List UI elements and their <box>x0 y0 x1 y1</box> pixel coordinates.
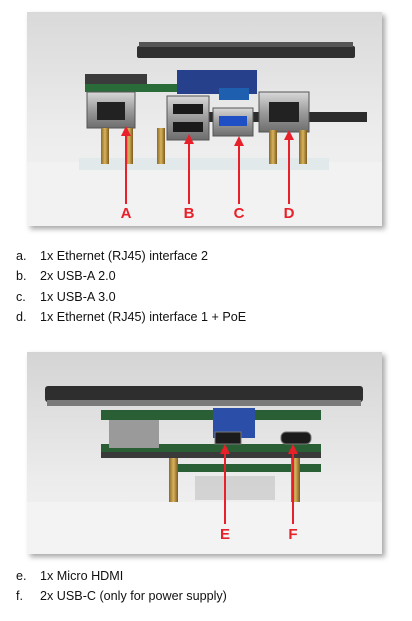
list-marker: c. <box>16 289 26 304</box>
list-item: a. 1x Ethernet (RJ45) interface 2 <box>16 246 246 266</box>
callout-label-d: D <box>284 205 295 222</box>
list-item: f. 2x USB-C (only for power supply) <box>16 586 227 606</box>
board-side-illustration: E F <box>27 352 382 554</box>
list-item: c. 1x USB-A 3.0 <box>16 287 246 307</box>
callout-label-a: A <box>121 205 132 222</box>
list-item: b. 2x USB-A 2.0 <box>16 266 246 286</box>
list-marker: a. <box>16 249 27 263</box>
callout-label-c: C <box>234 205 245 222</box>
callout-label-f: F <box>288 526 297 543</box>
callout-label-e: E <box>220 526 230 543</box>
list-item-text: 1x Ethernet (RJ45) interface 2 <box>40 249 208 263</box>
list-marker: d. <box>16 310 27 325</box>
list-item: d. 1x Ethernet (RJ45) interface 1 + PoE <box>16 307 246 327</box>
board-front-photo: A B C D <box>27 12 382 226</box>
board-front-illustration: A B C D <box>27 12 382 226</box>
list-marker: e. <box>16 569 27 583</box>
side-port-list: e. 1x Micro HDMI f. 2x USB-C (only for p… <box>16 566 227 607</box>
callout-arrows <box>220 444 298 524</box>
list-item-text: 1x USB-A 3.0 <box>40 289 116 304</box>
front-port-list: a. 1x Ethernet (RJ45) interface 2 b. 2x … <box>16 246 246 328</box>
board-side-photo: E F <box>27 352 382 554</box>
callout-label-b: B <box>184 205 195 222</box>
list-item-text: 1x Ethernet (RJ45) interface 1 + PoE <box>40 310 247 325</box>
list-marker: b. <box>16 269 27 284</box>
list-item-text: 2x USB-C (only for power supply) <box>40 589 227 604</box>
callout-arrows <box>121 126 294 204</box>
list-item: e. 1x Micro HDMI <box>16 566 227 586</box>
list-item-text: 2x USB-A 2.0 <box>40 269 116 284</box>
list-item-text: 1x Micro HDMI <box>40 569 124 583</box>
list-marker: f. <box>16 589 23 604</box>
